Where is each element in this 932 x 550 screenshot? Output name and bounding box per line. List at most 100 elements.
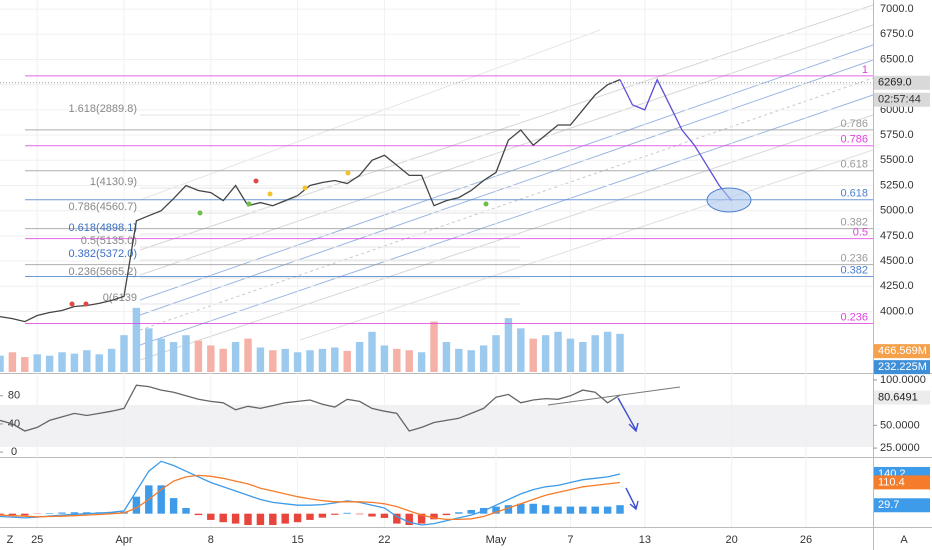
volume-bar <box>579 342 587 372</box>
volume-bar <box>541 335 550 372</box>
histogram-bar <box>8 513 17 516</box>
volume-bar <box>442 342 451 372</box>
volume-bar <box>219 348 227 372</box>
x-tick-label: 25 <box>31 534 43 546</box>
histogram-bar <box>616 505 624 514</box>
volume-bar <box>368 331 376 372</box>
volume-bar <box>566 338 575 372</box>
y-tick-label: 4750.0 <box>880 230 914 242</box>
volume-bar <box>306 350 314 372</box>
histogram-bar <box>343 512 351 514</box>
badge-label: 232.225M <box>878 361 927 373</box>
volume-bar <box>355 342 364 372</box>
x-tick-label: 22 <box>378 534 390 546</box>
indicator-line <box>0 384 621 432</box>
badge-label: 29.7 <box>878 499 899 511</box>
volume-bar <box>393 348 401 372</box>
y-tick-label: 4000.0 <box>880 305 914 317</box>
histogram-bar <box>368 513 376 517</box>
volume-bar <box>256 347 265 372</box>
histogram-bar <box>207 513 215 520</box>
volume-bar <box>120 335 128 372</box>
signal-dot <box>69 301 75 307</box>
histogram-bar <box>169 498 178 514</box>
volume-bar <box>343 350 351 372</box>
histogram-bar <box>504 505 513 514</box>
x-tick-label: 20 <box>726 534 738 546</box>
y2-tick-label: 25.0000 <box>880 442 920 454</box>
histogram-bar <box>281 513 289 524</box>
value-badge <box>874 344 930 359</box>
histogram-bar <box>554 506 562 514</box>
signal-dot <box>253 178 259 184</box>
volume-bar <box>504 318 513 372</box>
y-tick-label: 5000.0 <box>880 205 914 217</box>
signal-dot <box>302 185 308 191</box>
fib-left-label: 0.618(4898.1) <box>69 222 138 234</box>
volume-bar <box>616 333 624 372</box>
trend-line <box>547 386 681 406</box>
histogram-bar <box>182 508 190 514</box>
volume-bar <box>554 331 562 372</box>
fib-left-label: 1.618(2889.8) <box>69 103 138 115</box>
indicator-line <box>0 474 621 521</box>
histogram-bar <box>107 512 116 514</box>
price-line <box>0 78 621 323</box>
price-line <box>619 78 733 202</box>
histogram-bar <box>0 513 4 516</box>
x-tick-label: Apr <box>115 534 132 546</box>
volume-bar <box>0 355 4 372</box>
value-badge <box>874 360 930 375</box>
volume-bar <box>182 335 190 372</box>
histogram-bar <box>579 506 587 514</box>
fib-left-label: 0.382(5372.0) <box>69 248 138 260</box>
channel-line <box>139 94 874 346</box>
volume-bar <box>430 321 438 372</box>
histogram-bar <box>219 513 227 523</box>
channel-line <box>299 149 874 341</box>
corner-label: Z <box>7 534 14 546</box>
histogram-bar <box>132 496 141 514</box>
histogram-bar <box>194 513 203 516</box>
histogram-bar <box>45 513 54 514</box>
fib-left-label: 0.5(5135.0) <box>81 235 137 247</box>
histogram-bar <box>331 513 339 515</box>
histogram-bar <box>21 513 29 516</box>
fib-label: 0.786 <box>840 134 868 146</box>
histogram-bar <box>492 506 500 514</box>
x-tick-label: 26 <box>800 534 812 546</box>
y-tick-label: 6000.0 <box>880 104 914 116</box>
channel-line <box>139 114 874 361</box>
y-tick-label: 4500.0 <box>880 255 914 267</box>
x-tick-label: 15 <box>291 534 303 546</box>
histogram-bar <box>380 513 389 518</box>
volume-bar <box>70 353 79 372</box>
histogram-bar <box>70 512 79 514</box>
y-tick-label: 0 <box>11 446 17 458</box>
histogram-bar <box>318 513 327 518</box>
volume-bar <box>467 350 475 372</box>
y-tick-label: 7000.0 <box>880 3 914 15</box>
volume-bar <box>132 307 141 372</box>
volume-bar <box>207 345 215 372</box>
volume-bar <box>380 345 389 372</box>
signal-dot <box>83 301 89 307</box>
fib-label: 0.618 <box>840 188 868 200</box>
histogram-bar <box>566 506 575 514</box>
volume-bar <box>591 335 599 372</box>
volume-bar <box>169 342 178 372</box>
histogram-bar <box>442 513 451 516</box>
volume-bar <box>33 354 41 372</box>
fib-left-label: 0.236(5665.2) <box>69 266 138 278</box>
volume-bar <box>281 348 289 372</box>
volume-bar <box>517 328 525 372</box>
x-tick-label: 13 <box>639 534 651 546</box>
volume-bar <box>21 357 29 372</box>
indicator-line <box>0 460 621 526</box>
histogram-bar <box>293 513 302 523</box>
channel-line <box>139 24 874 276</box>
volume-bar <box>244 338 252 372</box>
histogram-bar <box>430 513 438 520</box>
